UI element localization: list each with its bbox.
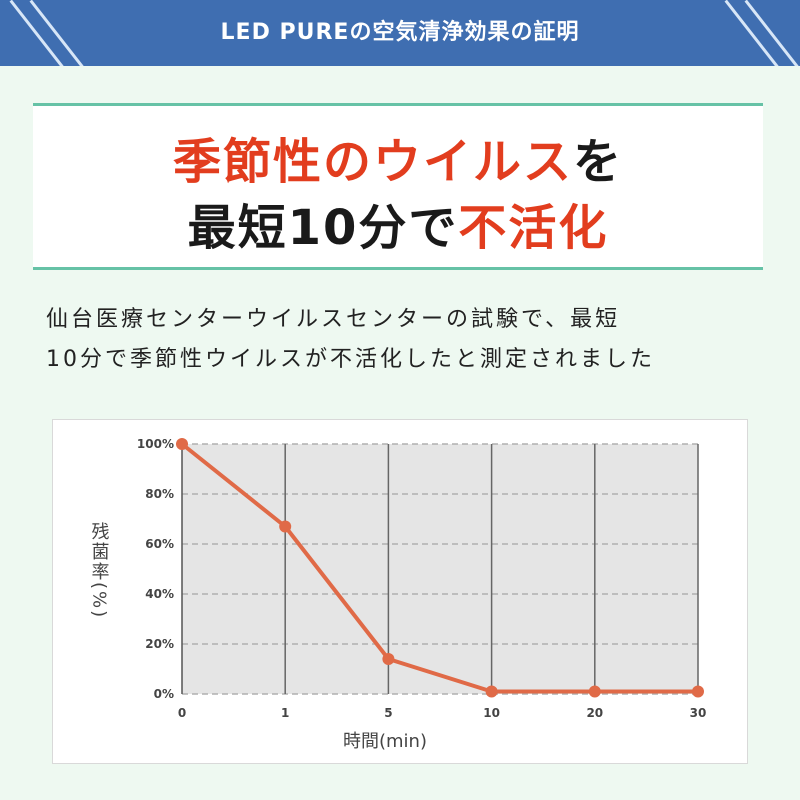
plot-area — [182, 444, 698, 694]
headline-particle: を — [573, 134, 624, 190]
y-tick-label: 20% — [145, 637, 174, 651]
residual-rate-chart: 0% 20% 40% 60% 80% 100% 0 1 5 10 20 30 時間(min) 残菌率(… — [89, 437, 707, 752]
x-tick-label: 1 — [281, 706, 289, 720]
description-line-2: 10分で季節性ウイルスが不活化したと測定されました — [46, 347, 655, 372]
x-tick-label: 30 — [690, 706, 707, 720]
description-line-1: 仙台医療センターウイルスセンターの試験で、最短 — [46, 307, 621, 332]
y-tick-label: 100% — [137, 437, 174, 451]
chart-panel: 0% 20% 40% 60% 80% 100% 0 1 5 10 20 30 時間(min) 残菌率(… — [52, 419, 748, 764]
data-point — [176, 438, 188, 450]
x-tick-label: 0 — [178, 706, 186, 720]
data-point — [692, 685, 704, 698]
y-axis-title: 残菌率(%) — [89, 522, 110, 619]
data-point — [279, 520, 292, 533]
x-axis-title: 時間(min) — [343, 731, 427, 752]
headline-line-1: 季節性のウイルスを — [33, 132, 763, 192]
data-point — [485, 685, 498, 698]
header-banner: LED PUREの空気清浄効果の証明 — [0, 0, 800, 66]
y-tick-label: 60% — [145, 537, 174, 551]
x-tick-label: 10 — [483, 706, 500, 720]
data-point — [382, 653, 395, 665]
y-tick-label: 40% — [145, 587, 174, 601]
headline-time: 最短10分で — [187, 200, 459, 256]
headline-inactivation: 不活化 — [458, 200, 609, 256]
x-tick-label: 20 — [586, 706, 603, 720]
x-tick-label: 5 — [384, 706, 392, 720]
y-tick-label: 0% — [154, 687, 174, 701]
headline-virus: 季節性のウイルス — [172, 134, 573, 190]
headline-line-2: 最短10分で不活化 — [33, 198, 763, 258]
headline-box: 季節性のウイルスを 最短10分で不活化 — [33, 103, 763, 270]
description: 仙台医療センターウイルスセンターの試験で、最短 10分で季節性ウイルスが不活化し… — [46, 300, 766, 380]
data-point — [588, 685, 601, 698]
series-line — [180, 442, 698, 694]
y-tick-label: 80% — [145, 487, 174, 501]
header-title: LED PUREの空気清浄効果の証明 — [220, 20, 580, 45]
